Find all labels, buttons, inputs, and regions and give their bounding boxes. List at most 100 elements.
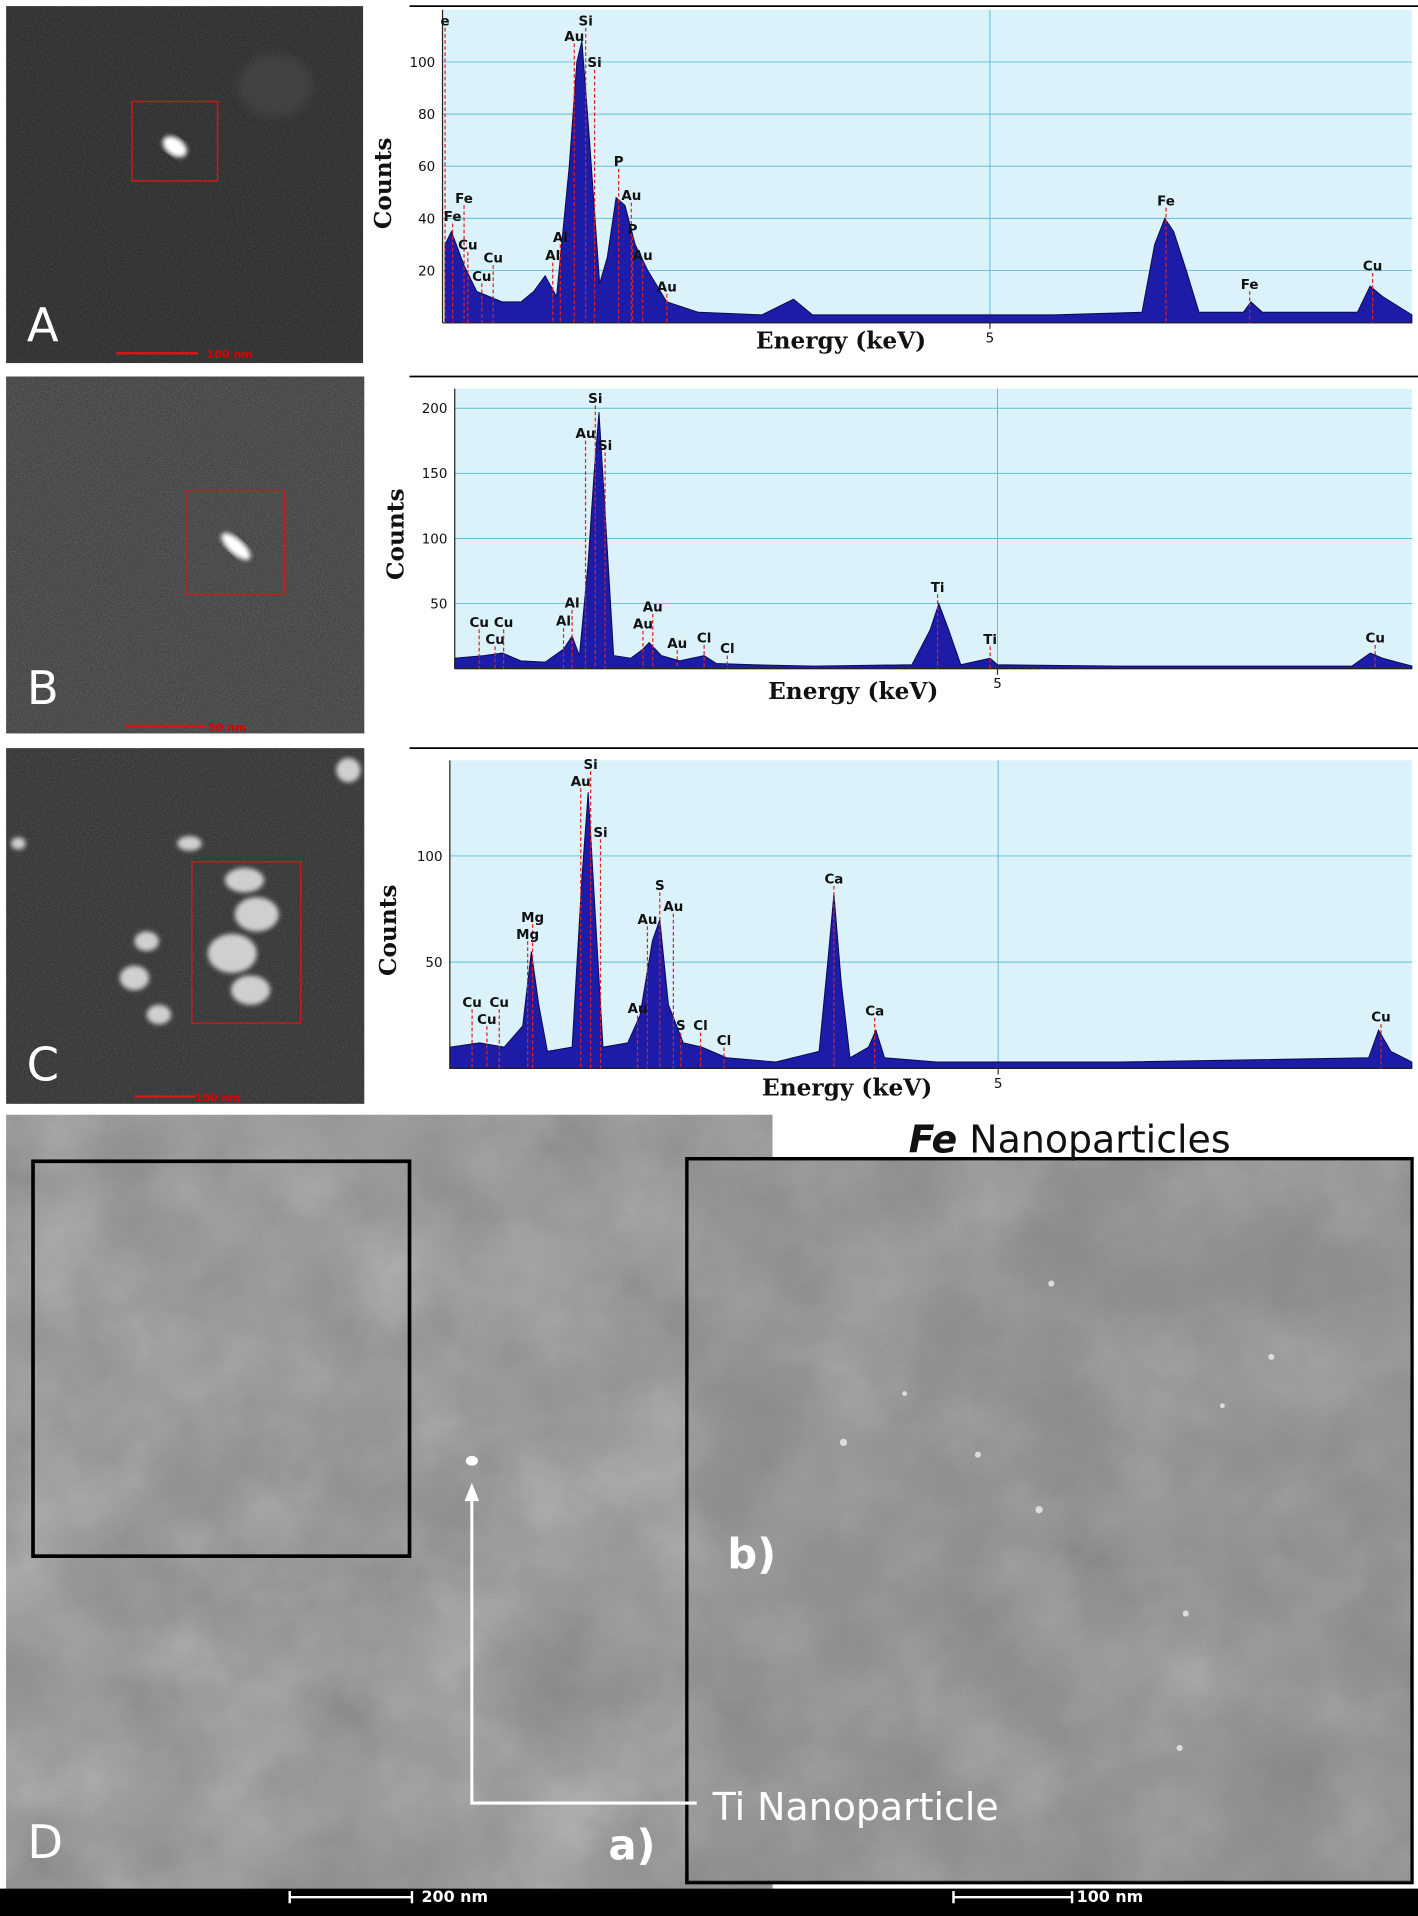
y-tick-label: 60 (418, 160, 435, 175)
peak-label: Mg (516, 928, 539, 943)
y-tick-label: 100 (410, 56, 436, 71)
x-axis-title: Energy (keV) (756, 327, 926, 354)
title-rest: Nanoparticles (969, 1118, 1230, 1162)
image-a: A 100 nm (6, 6, 364, 364)
y-tick-label: 100 (422, 532, 448, 547)
x-tick-label: 5 (994, 1077, 1003, 1092)
title-element: Fe (909, 1118, 958, 1162)
peak-label: Au (657, 280, 677, 295)
sub-label: a) (608, 1820, 655, 1869)
peak-label: Au (667, 637, 687, 652)
panel-letter: C (27, 1038, 59, 1092)
y-tick-label: 80 (418, 108, 435, 123)
peak-label: Cu (469, 616, 488, 631)
peak-label: Mg (521, 911, 544, 926)
panel-letter: D (27, 1815, 63, 1869)
peak-label: Fe (1241, 278, 1259, 293)
y-tick-label: 20 (418, 264, 435, 279)
peak-label: Cu (483, 252, 502, 267)
peak-label: Al (556, 615, 571, 630)
peak-label: Cl (717, 1034, 731, 1049)
peak-label: Au (633, 617, 653, 632)
peak-label: Cu (458, 239, 477, 254)
y-tick-label: 150 (422, 467, 448, 482)
y-tick-label: 50 (430, 597, 447, 612)
peak-label: Ti (931, 581, 945, 596)
peak-label: Au (621, 189, 641, 204)
panel-letter: B (27, 661, 59, 715)
peak-label: Cl (720, 642, 734, 657)
peak-label: Al (565, 596, 580, 611)
y-tick-label: 200 (422, 402, 448, 417)
peak-label: S (655, 879, 665, 894)
peak-label: S (676, 1019, 686, 1034)
peak-label: Si (593, 826, 607, 841)
peak-label: Cl (697, 632, 711, 647)
scale-label: 100 nm (195, 1091, 241, 1104)
spectrum-area (449, 792, 1413, 1069)
peak-label: P (628, 223, 638, 238)
peak-label: Cu (1363, 260, 1382, 275)
y-axis-title: Counts (370, 138, 397, 230)
peak-label: Cu (1371, 1011, 1390, 1026)
sub-label: b) (727, 1529, 776, 1578)
x-tick-label: 5 (986, 331, 995, 346)
peak-label: Au (633, 249, 653, 264)
scale-label: 50 nm (208, 721, 246, 734)
peak-label: Au (628, 1002, 648, 1017)
peak-label: P (614, 155, 624, 170)
peak-label: Cu (477, 1013, 496, 1028)
peak-label: Si (588, 392, 602, 407)
peak-label: e (440, 14, 449, 29)
peak-label: Cu (472, 270, 491, 285)
peak-label: Fe (455, 192, 473, 207)
peak-label: Cu (1365, 632, 1384, 647)
peak-label: Si (583, 758, 597, 773)
peak-label: Ca (865, 1004, 884, 1019)
scale-label: 100 nm (1077, 1887, 1144, 1906)
peak-label: Cu (494, 616, 513, 631)
peak-label: Cu (485, 633, 504, 648)
peak-label: Au (576, 427, 596, 442)
peak-label: Si (587, 56, 601, 71)
spectrum-chart: 50 100 5 Cu Cu Cu Mg Mg Au Si Si Au Au S Au S Cl Cl Ca Ca Cu… (375, 747, 1418, 1101)
y-axis-title: Counts (375, 884, 402, 976)
panel-letter: A (27, 298, 59, 352)
peak-label: Au (637, 913, 657, 928)
x-axis-title: Energy (keV) (768, 678, 938, 705)
panel-title: Fe Nanoparticles (909, 1118, 1231, 1162)
peak-label: Al (553, 231, 568, 246)
peak-label: Au (571, 775, 591, 790)
peak-label: Fe (444, 210, 462, 225)
peak-label: Cu (462, 996, 481, 1011)
peak-label: Au (643, 600, 663, 615)
x-axis-title: Energy (keV) (762, 1074, 932, 1101)
peak-label: Fe (1157, 194, 1175, 209)
x-tick-label: 5 (993, 677, 1002, 692)
y-tick-label: 100 (417, 850, 443, 865)
y-axis-title: Counts (382, 488, 409, 580)
y-tick-label: 50 (425, 956, 442, 971)
panel-d: 200 nm 100 nm D a) b) Ti Nanoparticle Fe… (0, 1114, 1418, 1916)
scale-label: 200 nm (421, 1887, 488, 1906)
peak-label: Si (598, 439, 612, 454)
y-tick-label: 40 (418, 212, 435, 227)
peak-label: Si (579, 14, 593, 29)
peak-label: Ti (983, 633, 997, 648)
peak-label: Al (545, 249, 560, 264)
peak-label: Au (564, 30, 584, 45)
peak-label: Ca (824, 873, 843, 888)
peak-label: Au (663, 900, 683, 915)
scale-label: 100 nm (207, 348, 253, 361)
peak-label: Cl (693, 1019, 707, 1034)
plot-background (449, 760, 1412, 1069)
image-b: B 50 nm (6, 376, 365, 734)
annotation: Ti Nanoparticle (712, 1785, 999, 1829)
image-c: C 100 nm (6, 748, 365, 1104)
